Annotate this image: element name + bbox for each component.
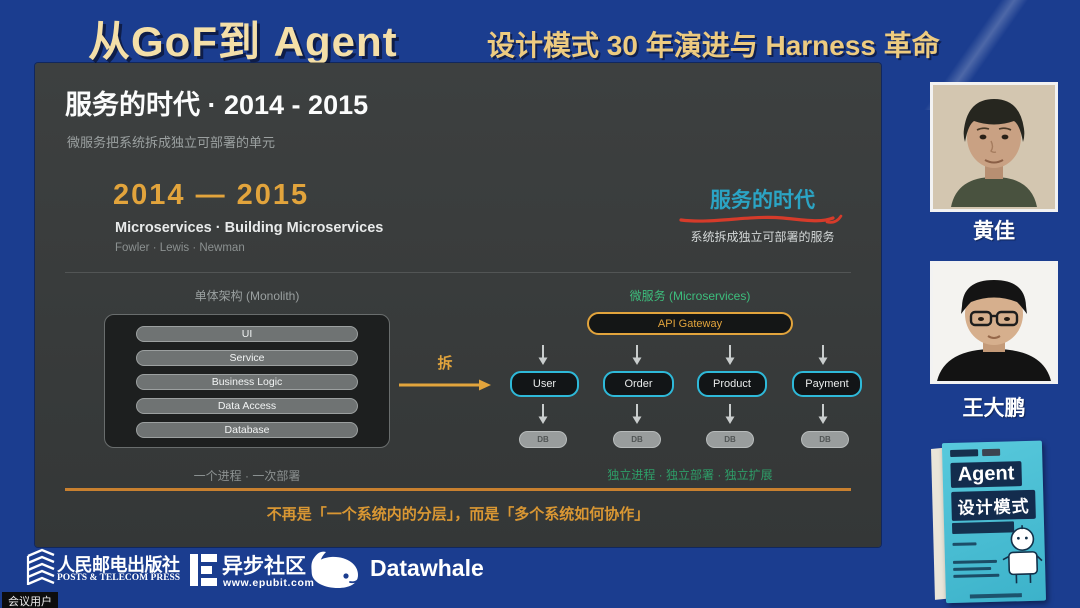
presentation-subtitle: 设计模式 30 年演进与 Harness 革命 xyxy=(487,30,940,61)
meeting-user-label: 会议用户 xyxy=(2,592,58,608)
db-node: DB xyxy=(613,431,661,448)
period-authors: Fowler · Lewis · Newman xyxy=(115,242,245,254)
down-arrow-icon xyxy=(725,404,735,424)
down-arrow-icon xyxy=(632,345,642,365)
orange-divider xyxy=(65,488,851,491)
db-node: DB xyxy=(519,431,567,448)
book-title-cn: 设计模式 xyxy=(951,489,1036,521)
shared-slide: 服务的时代 · 2014 - 2015 微服务把系统拆成独立可部署的单元 201… xyxy=(35,63,881,547)
microservices-caption: 独立进程 · 独立部署 · 独立扩展 xyxy=(607,468,773,482)
service-node: Product xyxy=(697,371,767,397)
split-label: 拆 xyxy=(437,355,453,372)
annotation-desc: 系统拆成独立可部署的服务 xyxy=(690,230,835,244)
section-divider xyxy=(65,272,851,273)
community-url: www.epubit.com xyxy=(223,577,315,589)
book-text-bar xyxy=(952,542,977,546)
book-badges xyxy=(950,448,1001,457)
down-arrow-icon xyxy=(725,345,735,365)
monolith-layer: Business Logic xyxy=(136,373,358,391)
api-gateway-node: API Gateway xyxy=(587,312,793,335)
participant-video-1[interactable] xyxy=(930,82,1058,212)
red-underline-stroke xyxy=(678,214,842,224)
monolith-layer: Data Access xyxy=(136,397,358,415)
monolith-layer: Database xyxy=(136,421,358,439)
monolith-container: UI Service Business Logic Data Access Da… xyxy=(104,314,390,448)
community-name: 异步社区 xyxy=(222,555,306,578)
book-mockup: Agent 设计模式 xyxy=(931,440,1047,608)
datawhale-whale-icon xyxy=(311,551,359,588)
robot-illustration xyxy=(1002,525,1043,584)
monolith-caption: 一个进程 · 一次部署 xyxy=(193,469,301,483)
down-arrow-icon xyxy=(632,404,642,424)
press-name-en: POSTS & TELECOM PRESS xyxy=(57,573,181,583)
participant-name-1: 黄佳 xyxy=(973,220,1015,243)
db-node: DB xyxy=(706,431,754,448)
slide-footer-message: 不再是「一个系统内的分层」，而是「多个系统如何协作」 xyxy=(266,506,650,523)
annotation-title: 服务的时代 xyxy=(710,189,815,212)
participant-video-2[interactable] xyxy=(930,261,1058,384)
monolith-layer: Service xyxy=(136,349,358,367)
book-text-bar xyxy=(952,559,998,564)
period-works: Microservices · Building Microservices xyxy=(115,220,384,236)
down-arrow-icon xyxy=(818,404,828,424)
participant-portrait xyxy=(951,99,1037,207)
monolith-layer: UI xyxy=(136,325,358,343)
presentation-title: 从GoF到 Agent xyxy=(88,18,398,65)
book-title-en: Agent xyxy=(950,461,1022,488)
book-cover: Agent 设计模式 xyxy=(941,440,1047,604)
datawhale-name: Datawhale xyxy=(370,555,484,581)
period-years: 2014 — 2015 xyxy=(113,179,310,211)
split-arrow-icon xyxy=(399,379,491,391)
down-arrow-icon xyxy=(538,404,548,424)
book-text-bar xyxy=(953,573,1000,578)
down-arrow-icon xyxy=(538,345,548,365)
participant-name-2: 王大鹏 xyxy=(962,397,1026,420)
book-publisher-bar xyxy=(969,593,1022,599)
press-name-cn: 人民邮电出版社 xyxy=(57,555,180,575)
slide-title: 服务的时代 · 2014 - 2015 xyxy=(65,90,369,120)
split-annotation: 拆 xyxy=(398,352,492,396)
monolith-label: 单体架构 (Monolith) xyxy=(194,289,300,303)
epubit-icon xyxy=(190,554,217,586)
down-arrow-icon xyxy=(818,345,828,365)
book-text-bar xyxy=(953,566,992,571)
book-badge xyxy=(982,448,1001,457)
handwritten-annotation: 服务的时代 系统拆成独立可部署的服务 xyxy=(635,184,890,245)
db-node: DB xyxy=(801,431,849,448)
slide-subtitle: 微服务把系统拆成独立可部署的单元 xyxy=(67,135,276,150)
service-node: Order xyxy=(603,371,674,397)
service-node: User xyxy=(510,371,579,397)
book-badge xyxy=(950,449,979,457)
microservices-label: 微服务 (Microservices) xyxy=(629,289,751,303)
service-node: Payment xyxy=(792,371,862,397)
press-logo-icon xyxy=(26,548,55,586)
participant-portrait xyxy=(937,280,1051,381)
